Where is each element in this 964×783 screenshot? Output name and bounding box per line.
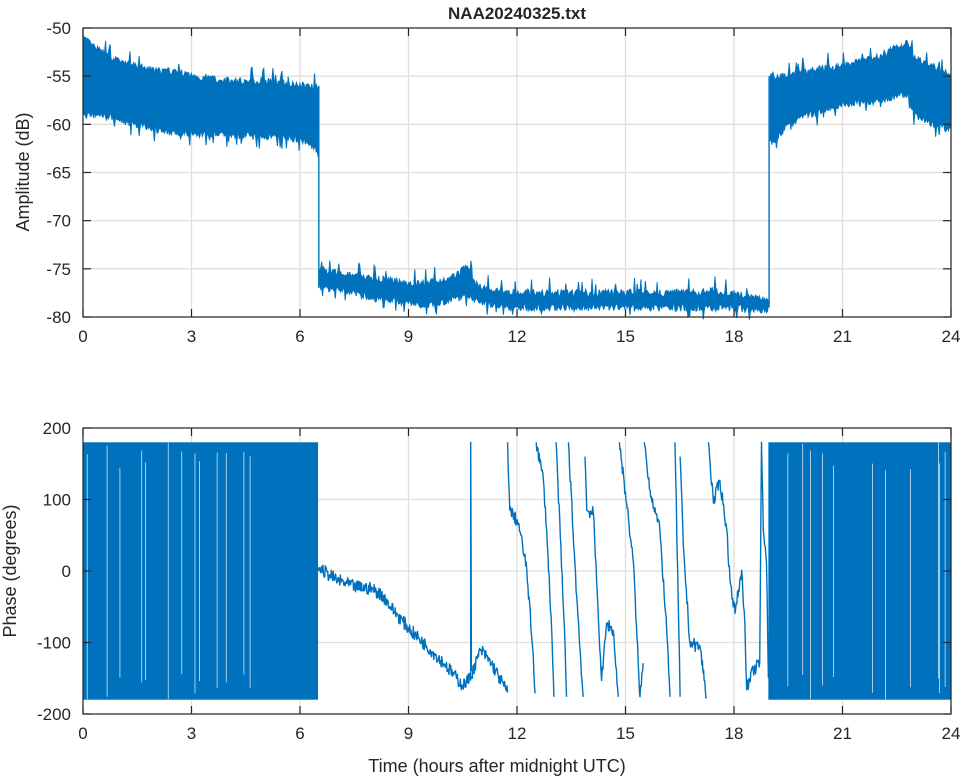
data-layer (82, 35, 952, 320)
phase-line (643, 442, 671, 697)
phase-line (618, 442, 644, 698)
phase-line (535, 442, 555, 697)
x-tick-label: 3 (187, 327, 196, 346)
x-tick-label: 18 (725, 724, 744, 743)
y-tick-label: -100 (37, 634, 71, 653)
y-axis-label-amplitude: Amplitude (dB) (13, 112, 33, 231)
x-tick-label: 0 (78, 724, 87, 743)
y-tick-label: -50 (46, 19, 71, 38)
x-tick-label: 24 (942, 327, 961, 346)
chart-title: NAA20240325.txt (448, 4, 586, 23)
amplitude-axes: 0 3 6 9 12 15 18 21 24 -50 -55 -60 -65 -70 -75 -80 (46, 19, 960, 346)
phase-wrapped-band (768, 442, 951, 700)
y-tick-label: -80 (46, 308, 71, 327)
x-tick-label: 3 (187, 724, 196, 743)
y-tick-label: -55 (46, 67, 71, 86)
x-tick-label: 9 (404, 724, 413, 743)
phase-line (707, 441, 770, 691)
y-tick-label: -70 (46, 212, 71, 231)
x-tick-label: 21 (833, 327, 852, 346)
axes-frame: 0 3 6 9 12 15 18 21 24 200 100 0 -100 -200 (37, 419, 960, 743)
y-tick-label: -60 (46, 115, 71, 134)
phase-line (555, 442, 568, 697)
x-tick-label: 18 (725, 327, 744, 346)
y-tick-label: 0 (62, 562, 71, 581)
phase-line (679, 456, 708, 699)
x-tick-label: 21 (833, 724, 852, 743)
phase-wrapped-band (83, 442, 319, 700)
y-tick-label: -200 (37, 705, 71, 724)
y-tick-label: 200 (43, 419, 71, 438)
axes-frame: 0 3 6 9 12 15 18 21 24 -50 -55 -60 -65 -70 -75 -80 (46, 19, 960, 346)
x-tick-label: 15 (616, 327, 635, 346)
y-axis-label-phase: Phase (degrees) (0, 504, 20, 637)
phase-line (584, 456, 619, 697)
y-tick-label: -65 (46, 164, 71, 183)
phase-line (470, 441, 473, 679)
y-tick-label: 100 (43, 491, 71, 510)
phase-axes: 0 3 6 9 12 15 18 21 24 200 100 0 -100 -200 (37, 419, 960, 743)
amplitude-band (82, 35, 319, 157)
data-layer (83, 441, 951, 700)
phase-line (317, 564, 509, 693)
x-tick-label: 0 (78, 327, 87, 346)
y-tick-label: -75 (46, 260, 71, 279)
x-tick-label: 24 (942, 724, 961, 743)
x-axis-label: Time (hours after midnight UTC) (368, 756, 625, 776)
x-tick-label: 15 (616, 724, 635, 743)
x-tick-label: 6 (295, 724, 304, 743)
x-tick-label: 12 (508, 724, 527, 743)
phase-line (567, 442, 584, 697)
x-tick-label: 9 (404, 327, 413, 346)
x-tick-label: 12 (508, 327, 527, 346)
x-tick-label: 6 (295, 327, 304, 346)
phase-line (674, 442, 681, 697)
phase-line (506, 442, 536, 694)
